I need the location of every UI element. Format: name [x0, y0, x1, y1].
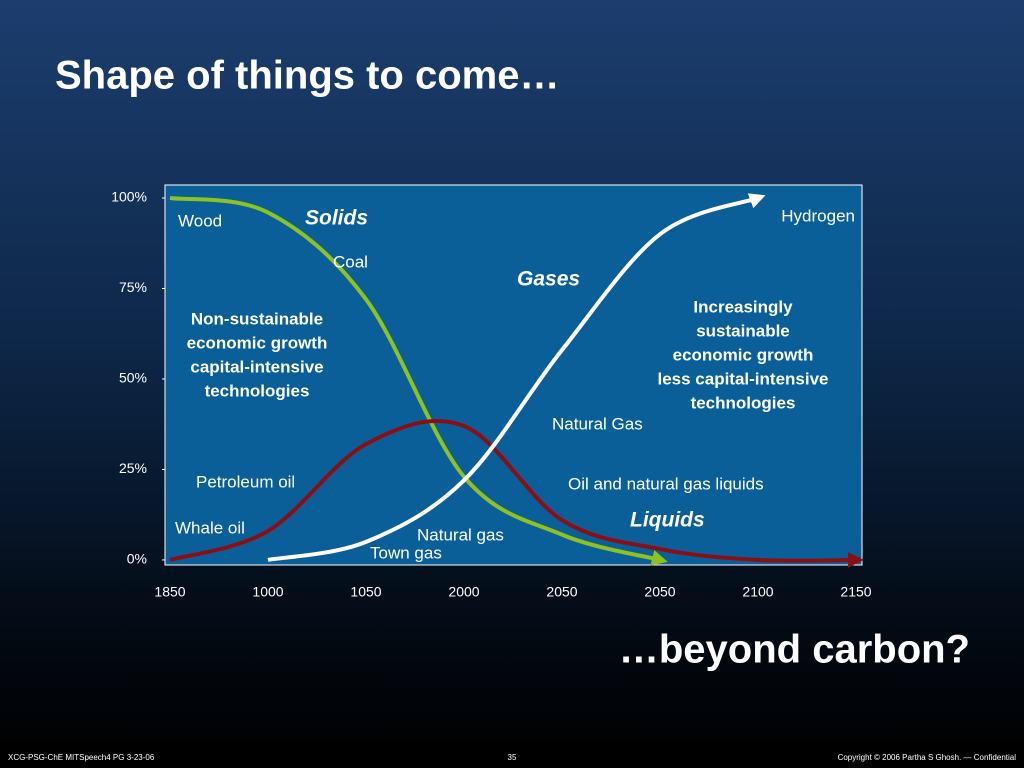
note-line: technologies: [205, 381, 310, 400]
y-tick-label: 75%: [119, 279, 147, 295]
y-tick-label: 50%: [119, 370, 147, 386]
series-line: [169, 196, 668, 566]
annotation: Whale oil: [175, 518, 245, 537]
footer-bar: [0, 740, 1024, 768]
annotation: Oil and natural gas liquids: [568, 474, 764, 493]
annotation: Natural Gas: [552, 414, 643, 433]
series-label: Liquids: [630, 509, 705, 532]
series-line: [169, 419, 864, 568]
x-tick-label: 2150: [840, 584, 871, 600]
annotation: Hydrogen: [781, 206, 855, 225]
note-line: technologies: [691, 393, 796, 412]
y-tick-label: 100%: [111, 189, 147, 205]
note-line: less capital-intensive: [657, 369, 828, 388]
x-tick-label: 1850: [154, 584, 185, 600]
note-line: economic growth: [187, 333, 328, 352]
y-tick-label: 25%: [119, 460, 147, 476]
x-tick-label: 2050: [644, 584, 675, 600]
series-label: Solids: [305, 207, 368, 230]
x-tick-label: 1050: [350, 584, 381, 600]
x-tick-label: 2050: [546, 584, 577, 600]
annotation: Petroleum oil: [196, 472, 295, 491]
series-line: [267, 193, 766, 562]
series-label: Gases: [517, 268, 580, 291]
note-line: capital-intensive: [190, 357, 323, 376]
note-line: Non-sustainable: [191, 309, 323, 328]
annotation: Town gas: [370, 543, 442, 562]
subtitle: …beyond carbon?: [619, 628, 970, 672]
annotation: Coal: [333, 252, 368, 271]
x-tick-label: 2000: [448, 584, 479, 600]
x-tick-label: 2100: [742, 584, 773, 600]
footer-left: XCG-PSG-ChE MITSpeech4 PG 3-23-06: [8, 753, 155, 762]
x-tick-label: 1000: [252, 584, 283, 600]
note-line: sustainable: [696, 321, 790, 340]
y-tick-label: 0%: [127, 551, 147, 567]
title: Shape of things to come…: [55, 54, 559, 98]
note-line: Increasingly: [693, 297, 793, 316]
footer-right: Copyright © 2006 Partha S Ghosh. — Confi…: [838, 753, 1017, 762]
plot-area: [164, 184, 863, 566]
note-line: economic growth: [673, 345, 814, 364]
annotation: Wood: [178, 211, 222, 230]
annotation: Natural gas: [417, 525, 504, 544]
page-number: 35: [508, 753, 517, 762]
